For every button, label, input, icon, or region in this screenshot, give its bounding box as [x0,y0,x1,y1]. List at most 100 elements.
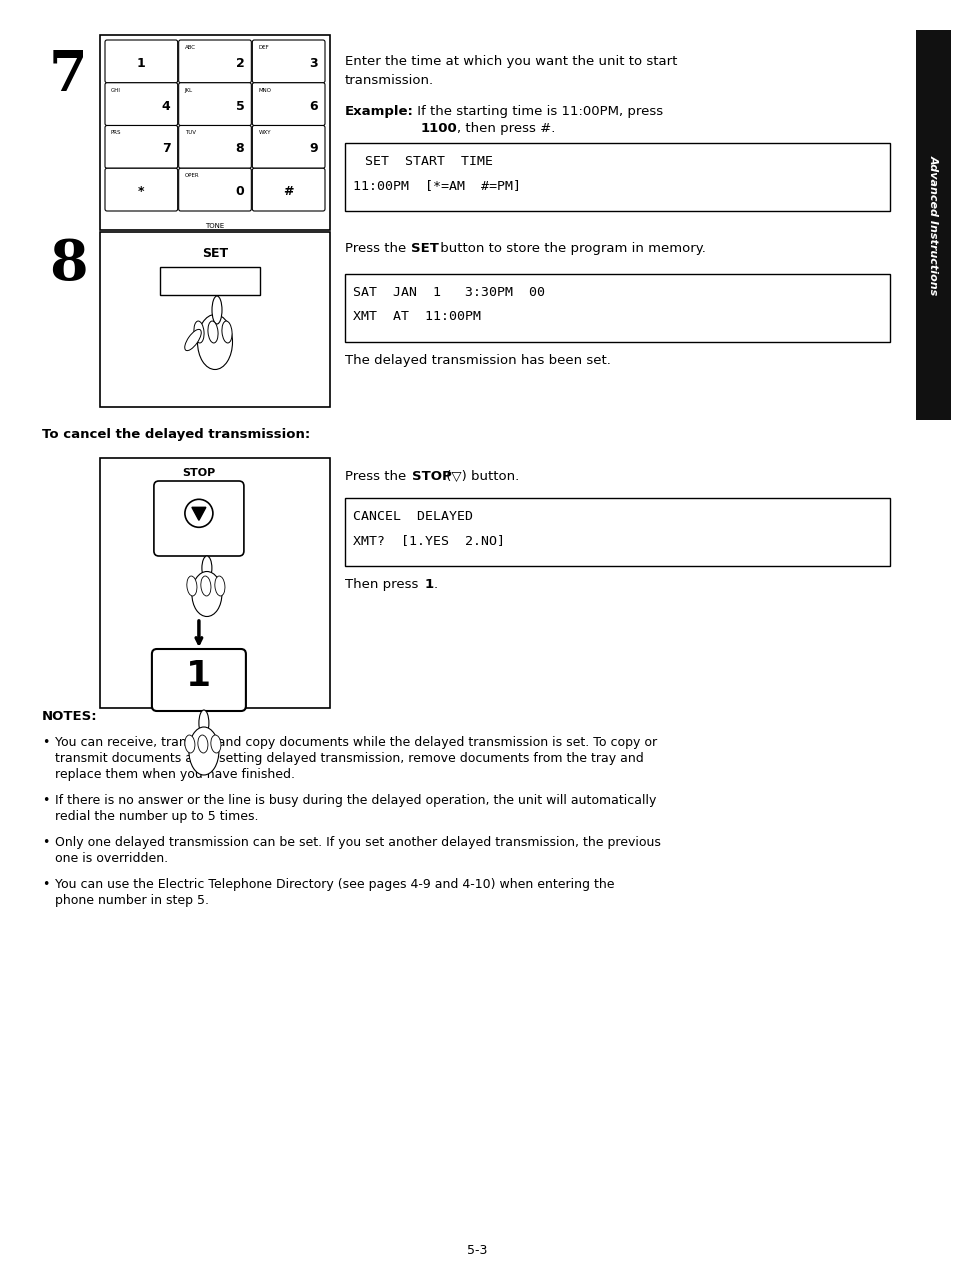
Text: PRS: PRS [111,130,121,136]
Text: 8: 8 [235,142,244,155]
FancyBboxPatch shape [253,40,325,83]
Text: DEF: DEF [258,45,269,50]
Text: *: * [138,185,145,198]
Ellipse shape [208,321,218,343]
Ellipse shape [197,315,233,370]
Text: 5: 5 [235,100,244,113]
Text: STOP: STOP [182,468,215,478]
Text: Example:: Example: [345,105,414,118]
FancyBboxPatch shape [178,40,251,83]
Text: Press the: Press the [345,469,410,483]
Text: #: # [283,185,294,198]
Text: JKL: JKL [185,88,193,93]
Text: 1100: 1100 [420,122,457,136]
Text: 0: 0 [235,185,244,198]
Ellipse shape [193,321,204,343]
Text: Advanced Instructions: Advanced Instructions [927,155,938,295]
Text: transmission.: transmission. [345,74,434,87]
Bar [345,498,889,567]
FancyBboxPatch shape [178,83,251,125]
Ellipse shape [189,726,218,775]
Ellipse shape [198,710,209,735]
Ellipse shape [192,572,222,616]
Text: button to store the program in memory.: button to store the program in memory. [436,242,705,255]
Text: one is overridden.: one is overridden. [55,852,168,865]
Text: 6: 6 [309,100,317,113]
Bar [160,267,260,295]
Text: (▽) button.: (▽) button. [441,469,518,483]
Text: phone number in step 5.: phone number in step 5. [55,894,209,907]
Text: NOTES:: NOTES: [42,710,97,723]
Ellipse shape [185,735,194,753]
Text: XMT  AT  11:00PM: XMT AT 11:00PM [353,310,480,324]
Text: 1: 1 [137,56,146,70]
Text: 3: 3 [309,56,317,70]
Bar [100,231,330,407]
Ellipse shape [201,576,211,596]
Text: STOP: STOP [412,469,452,483]
Text: replace them when you have finished.: replace them when you have finished. [55,767,294,781]
Text: •: • [42,735,50,749]
Text: 7: 7 [49,49,88,104]
Text: 11:00PM  [*=AM  #=PM]: 11:00PM [*=AM #=PM] [353,179,520,192]
Ellipse shape [202,556,212,579]
Polygon shape [192,508,206,521]
Text: 9: 9 [309,142,317,155]
Text: CANCEL  DELAYED: CANCEL DELAYED [353,510,473,523]
FancyBboxPatch shape [105,169,177,211]
Ellipse shape [222,321,232,343]
Text: ABC: ABC [185,45,195,50]
FancyBboxPatch shape [253,83,325,125]
Ellipse shape [185,330,201,350]
FancyBboxPatch shape [178,125,251,169]
Ellipse shape [212,295,222,324]
Text: If the starting time is 11:00PM, press: If the starting time is 11:00PM, press [413,105,662,118]
Text: You can receive, transmit and copy documents while the delayed transmission is s: You can receive, transmit and copy docum… [55,735,657,749]
Text: SAT  JAN  1   3:30PM  00: SAT JAN 1 3:30PM 00 [353,286,544,299]
Text: 1: 1 [424,578,434,591]
Text: 4: 4 [162,100,171,113]
Text: Then press: Then press [345,578,422,591]
Ellipse shape [211,735,221,753]
Bar [915,29,950,420]
FancyBboxPatch shape [105,40,177,83]
Text: WXY: WXY [258,130,271,136]
Text: 1: 1 [186,659,212,693]
Text: 7: 7 [162,142,171,155]
Text: , then press #.: , then press #. [456,122,555,136]
Text: 2: 2 [235,56,244,70]
FancyBboxPatch shape [152,648,246,711]
Text: Press the: Press the [345,242,410,255]
Text: If there is no answer or the line is busy during the delayed operation, the unit: If there is no answer or the line is bus… [55,794,656,807]
FancyBboxPatch shape [105,83,177,125]
Text: •: • [42,877,50,891]
Ellipse shape [197,735,208,753]
Text: SET: SET [202,247,228,260]
Text: 5-3: 5-3 [466,1244,487,1257]
Bar [100,35,330,230]
Text: SET: SET [411,242,438,255]
Text: •: • [42,836,50,849]
Ellipse shape [187,576,196,596]
Text: Only one delayed transmission can be set. If you set another delayed transmissio: Only one delayed transmission can be set… [55,836,660,849]
FancyBboxPatch shape [253,125,325,169]
Ellipse shape [214,576,225,596]
Text: TUV: TUV [185,130,195,136]
Text: To cancel the delayed transmission:: To cancel the delayed transmission: [42,428,310,441]
FancyBboxPatch shape [153,481,244,556]
Text: TONE: TONE [205,223,224,229]
Bar [345,274,889,341]
Text: redial the number up to 5 times.: redial the number up to 5 times. [55,810,258,822]
Text: OPER: OPER [185,173,199,178]
Text: MNO: MNO [258,88,271,93]
Text: .: . [434,578,437,591]
Text: XMT?  [1.YES  2.NO]: XMT? [1.YES 2.NO] [353,535,504,547]
Text: GHI: GHI [111,88,121,93]
Bar [100,458,330,709]
Text: •: • [42,794,50,807]
Text: Enter the time at which you want the unit to start: Enter the time at which you want the uni… [345,55,677,68]
Text: You can use the Electric Telephone Directory (see pages 4-9 and 4-10) when enter: You can use the Electric Telephone Direc… [55,877,614,891]
Bar [345,143,889,211]
FancyBboxPatch shape [253,169,325,211]
Text: transmit documents after setting delayed transmission, remove documents from the: transmit documents after setting delayed… [55,752,643,765]
